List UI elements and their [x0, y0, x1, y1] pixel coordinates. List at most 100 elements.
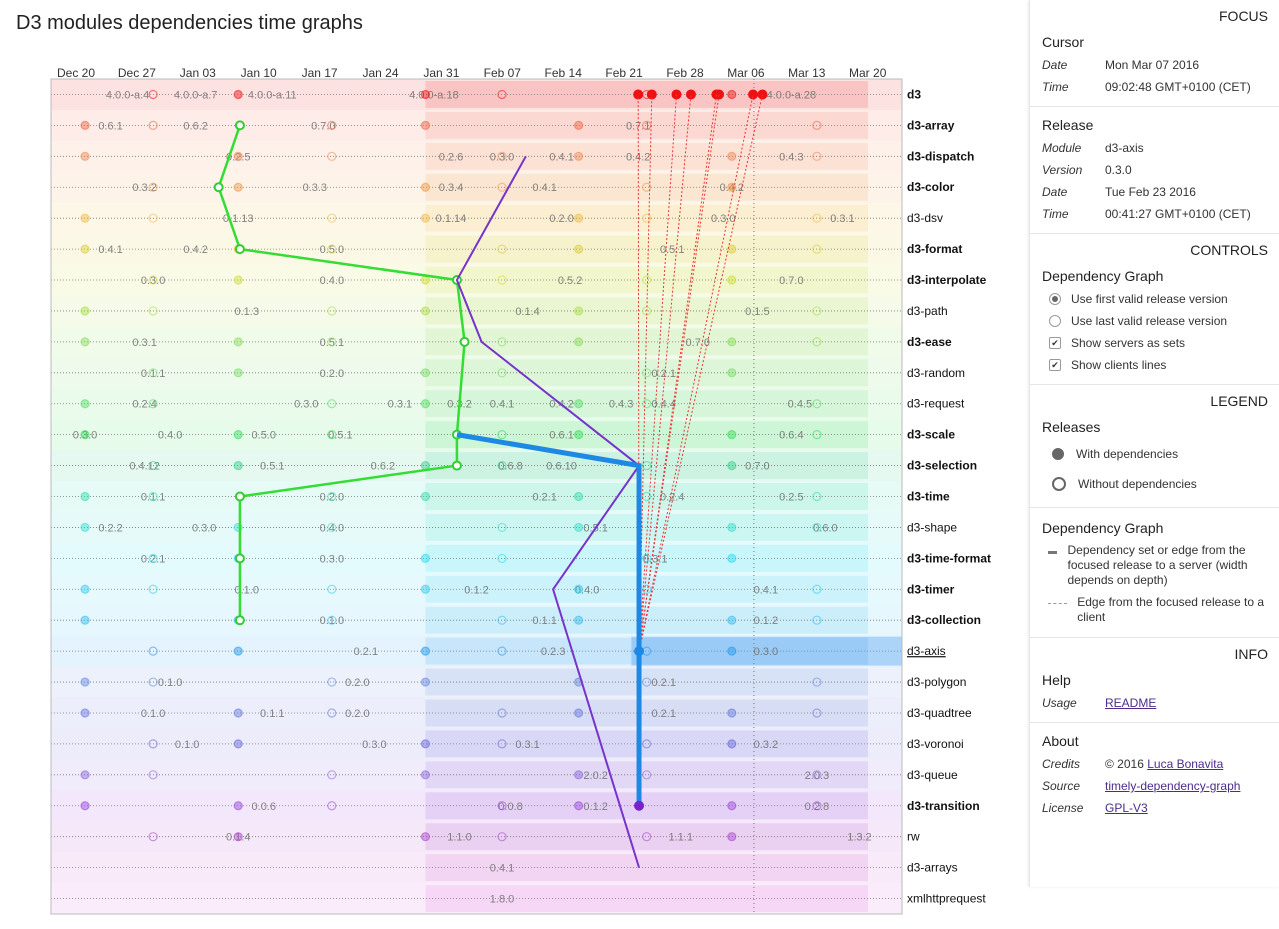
version-label: 0.2.5: [779, 492, 803, 504]
version-label: 0.6.4: [779, 430, 803, 442]
release-dot: [80, 120, 90, 130]
module-label: d3-selection: [907, 459, 977, 473]
version-label: 0.2.0: [345, 677, 369, 689]
version-label: 0.1.4: [515, 306, 539, 318]
timeline-chart[interactable]: Dec 20 Dec 27 Jan 03 Jan 10 Jan 17 Jan 24 Jan …: [0, 0, 1025, 929]
release-dot: [642, 584, 652, 594]
release-dot: [812, 677, 822, 687]
version-label: 0.5.1: [320, 337, 344, 349]
usage-row: Usage README: [1030, 692, 1279, 714]
release-dot: [148, 739, 158, 749]
author-link[interactable]: Luca Bonavita: [1147, 757, 1224, 771]
date-tick-label: Jan 31: [423, 66, 459, 80]
checkbox-servers-sets[interactable]: ✔: [1049, 337, 1061, 349]
module-label: d3-ease: [907, 335, 952, 349]
version-label: 0.6.2: [183, 120, 207, 132]
version-label: 0.3.0: [192, 522, 216, 534]
dependency-node: [451, 460, 462, 471]
version-label: 0.2.0: [549, 213, 573, 225]
release-dot: [812, 151, 822, 161]
option-first-valid[interactable]: Use first valid release version: [1030, 288, 1279, 310]
release-dot: [327, 677, 337, 687]
controls-heading: CONTROLS: [1190, 242, 1268, 258]
row-band-recent: [425, 761, 868, 789]
option-last-valid[interactable]: Use last valid release version: [1030, 310, 1279, 332]
radio-last-valid[interactable]: [1049, 315, 1061, 327]
release-dot: [727, 801, 737, 811]
version-label: 0.1.4: [226, 832, 250, 844]
date-tick-label: Jan 17: [302, 66, 338, 80]
release-dot: [327, 213, 337, 223]
release-dot: [574, 491, 584, 502]
version-label: 0.1.1: [141, 368, 165, 380]
option-servers-sets[interactable]: ✔ Show servers as sets: [1030, 332, 1279, 354]
release-dot: [727, 368, 737, 378]
controls-section: CONTROLS Dependency Graph Use first vali…: [1030, 234, 1279, 385]
version-label: 0.2.8: [805, 801, 829, 813]
release-dot: [233, 460, 243, 471]
module-label: d3-interpolate: [907, 273, 987, 287]
version-label: 0.3.0: [754, 646, 778, 658]
release-dot: [148, 368, 158, 378]
release-dot: [574, 522, 584, 533]
release-dot: [574, 244, 584, 254]
release-dot: [812, 120, 822, 130]
filled-circle-icon: [1052, 448, 1064, 460]
usage-label: Usage: [1042, 696, 1077, 710]
module-label: d3-path: [907, 304, 948, 318]
version-label: 0.3.0: [711, 213, 735, 225]
license-label: License: [1042, 801, 1084, 815]
row-band-recent: [425, 390, 868, 418]
version-label: 0.5.2: [558, 275, 582, 287]
version-label: 0.2.0: [345, 708, 369, 720]
version-label: 0.4.3: [779, 151, 803, 163]
module-label: d3-dsv: [907, 211, 943, 225]
version-label: 0.4.1: [490, 863, 514, 875]
version-label: 0.1.0: [141, 708, 165, 720]
release-dot: [233, 89, 243, 100]
module-label: d3-polygon: [907, 675, 966, 689]
row-band-recent: [425, 699, 868, 727]
module-label: d3-format: [907, 242, 962, 256]
release-dot: [812, 337, 822, 347]
module-label: d3-dispatch: [907, 149, 974, 163]
module-label: d3-scale: [907, 428, 955, 442]
dashed-line-icon: [1048, 603, 1068, 604]
release-dot: [497, 430, 507, 440]
release-dot: [497, 832, 507, 842]
option-clients-lines[interactable]: ✔ Show clients lines: [1030, 354, 1279, 376]
checkbox-clients-lines[interactable]: ✔: [1049, 359, 1061, 371]
release-dot: [642, 213, 652, 223]
release-dot: [148, 553, 158, 563]
release-dot: [233, 739, 243, 749]
release-date-label: Date: [1042, 185, 1068, 199]
release-dot: [327, 522, 337, 533]
release-dot: [642, 832, 652, 842]
dependency-node: [234, 244, 245, 255]
release-dot: [497, 337, 507, 347]
license-link[interactable]: GPL-V3: [1105, 801, 1148, 815]
version-label: 4.0.0-a.4: [106, 89, 149, 101]
dependency-node: [234, 120, 245, 131]
release-dot: [80, 491, 90, 502]
version-label: 0.6.8: [498, 461, 522, 473]
release-dot: [233, 430, 243, 440]
version-label: 0.2.0: [320, 368, 344, 380]
legend-section: LEGEND Releases With dependencies Withou…: [1030, 385, 1279, 508]
version-label: 0.2.4: [132, 399, 156, 411]
release-dot: [327, 770, 337, 780]
row-band-recent: [425, 452, 868, 480]
release-dot: [812, 584, 822, 594]
version-label: 0.3.2: [754, 739, 778, 751]
version-label: 0.3.4: [439, 182, 463, 194]
radio-first-valid[interactable]: [1049, 293, 1061, 305]
release-version-row: Version 0.3.0: [1030, 159, 1279, 181]
cursor-title: Cursor: [1042, 34, 1085, 50]
release-dot: [327, 244, 337, 254]
legend-without-deps-label: Without dependencies: [1078, 477, 1197, 491]
version-label: 0.5.1: [260, 461, 284, 473]
release-dot: [497, 708, 507, 718]
focus-heading: FOCUS: [1219, 8, 1268, 24]
readme-link[interactable]: README: [1105, 696, 1157, 710]
source-link[interactable]: timely-dependency-graph: [1105, 779, 1241, 793]
